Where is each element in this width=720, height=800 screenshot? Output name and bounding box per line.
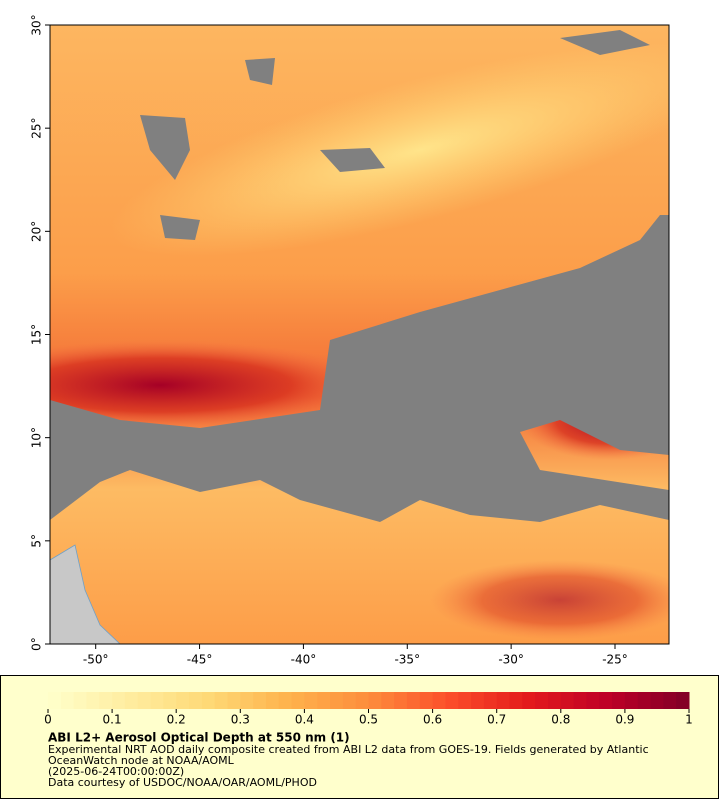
colorbar-step <box>483 692 498 709</box>
colorbar-tick-label: 0.6 <box>423 713 442 727</box>
colorbar-step <box>419 692 434 709</box>
colorbar-step <box>573 692 587 709</box>
map-title: ABI L2+ Aerosol Optical Depth at 550 nm … <box>48 731 350 745</box>
colorbar-step <box>60 692 75 709</box>
colorbar-step <box>342 692 357 709</box>
colorbar-step <box>586 692 600 709</box>
colorbar-step <box>189 692 203 709</box>
x-tick-label: -30° <box>498 653 524 667</box>
x-tick-label: -45° <box>187 653 213 667</box>
colorbar-step <box>291 692 305 709</box>
colorbar-step <box>227 692 241 709</box>
y-tick-label: 10° <box>30 427 44 448</box>
colorbar-step <box>112 692 126 709</box>
colorbar-tick-label: 0.5 <box>359 713 378 727</box>
colorbar-step <box>48 692 62 709</box>
note: Data courtesy of USDOC/NOAA/OAR/AOML/PHO… <box>48 776 317 789</box>
colorbar-step <box>278 692 293 709</box>
x-tick-label: -25° <box>602 653 628 667</box>
y-tick-label: 20° <box>30 221 44 242</box>
y-tick-label: 25° <box>30 118 44 139</box>
colorbar-step <box>317 692 331 709</box>
colorbar-tick-label: 0.9 <box>615 713 634 727</box>
no-data <box>50 215 669 522</box>
colorbar-step <box>445 692 459 709</box>
colorbar-step <box>663 692 677 709</box>
colorbar-tick-label: 0.1 <box>103 713 122 727</box>
colorbar-step <box>509 692 523 709</box>
colorbar-tick-label: 0.8 <box>551 713 570 727</box>
colorbar-step <box>330 692 344 709</box>
colorbar-step <box>265 692 280 709</box>
colorbar-step <box>214 692 228 709</box>
colorbar-step <box>612 692 626 709</box>
colorbar-step <box>368 692 382 709</box>
high-aod-plume <box>430 560 669 640</box>
land <box>50 544 121 644</box>
map <box>50 25 669 644</box>
colorbar-step <box>547 692 562 709</box>
colorbar-step <box>253 692 267 709</box>
colorbar-step <box>201 692 216 709</box>
colorbar-step <box>355 692 369 709</box>
colorbar-step <box>624 692 639 709</box>
x-tick-label: -40° <box>291 653 317 667</box>
colorbar-step <box>522 692 536 709</box>
colorbar-step <box>560 692 575 709</box>
colorbar-tick-label: 0.2 <box>167 713 186 727</box>
colorbar-tick-label: 0.4 <box>295 713 314 727</box>
y-tick-label: 5° <box>30 534 44 548</box>
colorbar-step <box>73 692 87 709</box>
colorbar-step <box>432 692 446 709</box>
colorbar-step <box>599 692 613 709</box>
no-data <box>140 30 650 240</box>
x-tick-label: -35° <box>394 653 420 667</box>
colorbar-step <box>99 692 113 709</box>
colorbar-step <box>381 692 395 709</box>
colorbar-step <box>535 692 549 709</box>
note: Experimental NRT AOD daily composite cre… <box>48 743 649 756</box>
y-tick-label: 15° <box>30 324 44 345</box>
colorbar-tick-label: 0 <box>44 713 52 727</box>
colorbar-step <box>637 692 652 709</box>
colorbar-step <box>650 692 664 709</box>
note: (2025-06-24T00:00:00Z) <box>48 765 184 778</box>
colorbar-step <box>394 692 408 709</box>
colorbar-step <box>150 692 164 709</box>
high-aod-plume <box>50 340 380 430</box>
colorbar-step <box>304 692 318 709</box>
colorbar-step <box>176 692 190 709</box>
note: OceanWatch node at NOAA/AOML <box>48 754 235 767</box>
colorbar-step <box>406 692 421 709</box>
colorbar-step <box>458 692 472 709</box>
low-aod-band <box>110 43 669 257</box>
colorbar-step <box>240 692 254 709</box>
x-tick-label: -50° <box>83 653 109 667</box>
colorbar-step <box>137 692 152 709</box>
colorbar-step <box>86 692 100 709</box>
colorbar-tick-label: 1 <box>685 713 693 727</box>
colorbar-tick-label: 0.7 <box>487 713 506 727</box>
colorbar-tick-label: 0.3 <box>231 713 250 727</box>
colorbar-step <box>124 692 139 709</box>
colorbar-step <box>163 692 177 709</box>
colorbar-step <box>496 692 511 709</box>
y-tick-label: 30° <box>30 14 44 35</box>
colorbar-step <box>471 692 485 709</box>
y-tick-label: 0° <box>30 637 44 651</box>
colorbar-step <box>676 692 690 709</box>
